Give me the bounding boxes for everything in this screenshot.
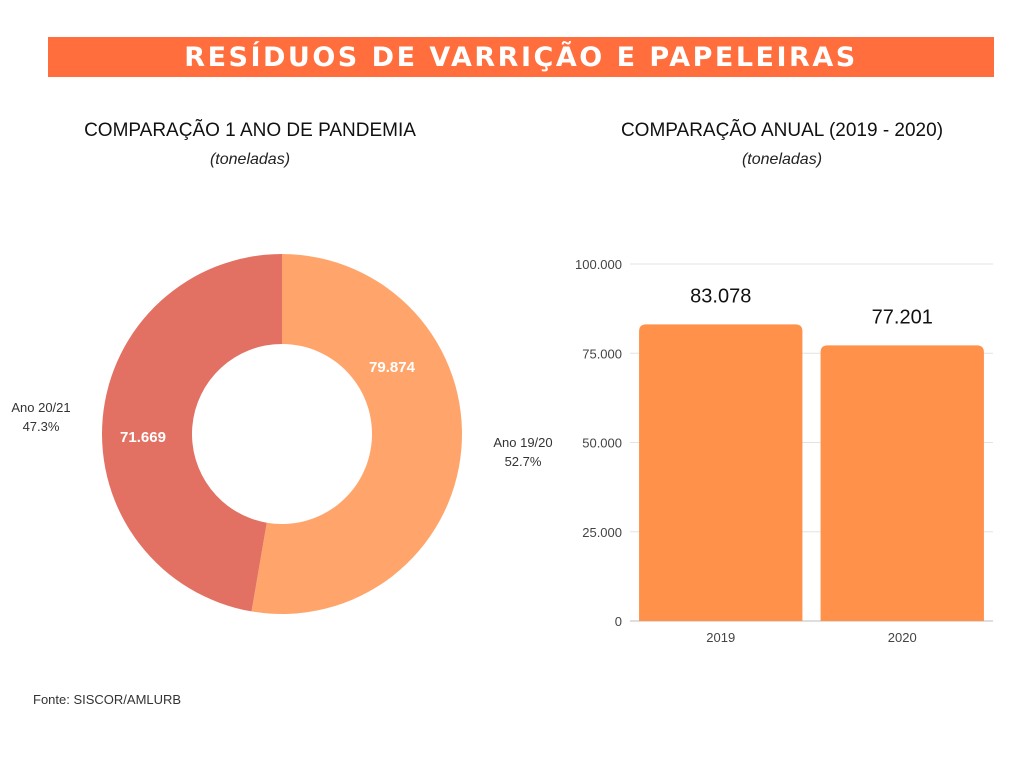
donut-value-label: 71.669 (120, 429, 166, 446)
bar-chart-subtitle: (toneladas) (741, 151, 823, 168)
y-tick-label: 100.000 (575, 257, 622, 272)
x-tick-label: 2020 (888, 630, 917, 645)
page-title: RESÍDUOS DE VARRIÇÃO E PAPELEIRAS (184, 41, 858, 73)
bar-value-label: 77.201 (872, 306, 933, 328)
y-tick-label: 50.000 (582, 436, 622, 451)
donut-value-label: 79.874 (369, 359, 416, 376)
bar-chart: 0 25.000 50.000 75.000 100.000 83.078 2019 77.2… (575, 257, 993, 645)
y-tick-label: 25.000 (582, 525, 622, 540)
donut-category-label: Ano 20/21 (11, 400, 70, 415)
y-tick-label: 75.000 (582, 346, 622, 361)
donut-percent-label: 52.7% (505, 454, 542, 469)
donut-category-label: Ano 19/20 (493, 435, 552, 450)
bar-chart-title: COMPARAÇÃO ANUAL (2019 - 2020) (620, 120, 944, 141)
bar-value-label: 83.078 (690, 285, 751, 307)
donut-slice-ano-20-21 (101, 254, 282, 612)
donut-percent-label: 47.3% (23, 419, 60, 434)
source-note: Fonte: SISCOR/AMLURB (33, 692, 182, 707)
x-tick-label: 2019 (706, 630, 735, 645)
title-banner: RESÍDUOS DE VARRIÇÃO E PAPELEIRAS (48, 37, 994, 77)
donut-slice-ano-19-20 (251, 254, 462, 614)
donut-chart: 79.874 Ano 19/20 52.7% 71.669 Ano 20/21 47.3% (11, 254, 553, 614)
donut-chart-subtitle: (toneladas) (209, 151, 291, 168)
bar-2019 (639, 324, 803, 621)
y-tick-label: 0 (615, 614, 622, 629)
donut-chart-title: COMPARAÇÃO 1 ANO DE PANDEMIA (84, 120, 416, 141)
bar-2020 (820, 345, 984, 621)
